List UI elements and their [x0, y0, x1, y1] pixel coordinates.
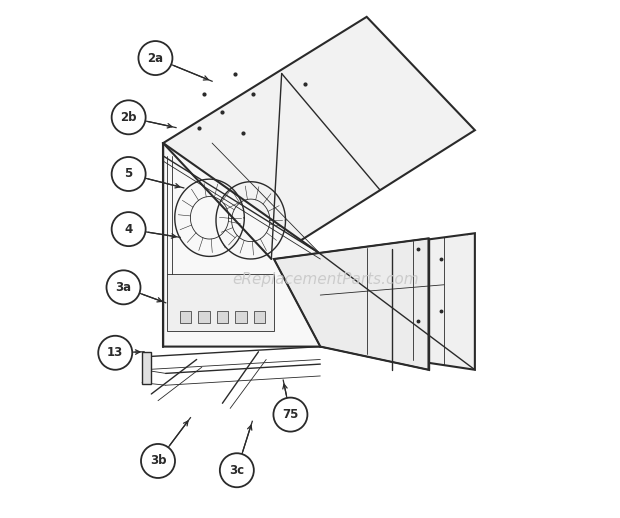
- Text: 2a: 2a: [148, 52, 164, 65]
- Text: 3c: 3c: [229, 464, 244, 477]
- Polygon shape: [254, 310, 265, 323]
- Polygon shape: [236, 310, 247, 323]
- Circle shape: [141, 444, 175, 478]
- Text: 3b: 3b: [150, 454, 166, 467]
- Circle shape: [98, 336, 132, 370]
- Circle shape: [107, 270, 141, 305]
- Polygon shape: [141, 352, 151, 384]
- Polygon shape: [180, 310, 191, 323]
- Circle shape: [138, 41, 172, 75]
- Text: 2b: 2b: [120, 111, 137, 124]
- Polygon shape: [163, 143, 321, 347]
- Polygon shape: [321, 233, 475, 370]
- Text: 5: 5: [125, 167, 133, 180]
- Text: 4: 4: [125, 223, 133, 236]
- Polygon shape: [274, 238, 428, 370]
- Text: 13: 13: [107, 346, 123, 359]
- Text: eReplacementParts.com: eReplacementParts.com: [232, 272, 418, 287]
- Polygon shape: [163, 17, 475, 259]
- Polygon shape: [167, 275, 274, 331]
- Circle shape: [112, 157, 146, 191]
- Text: 3a: 3a: [115, 281, 131, 294]
- Polygon shape: [198, 310, 210, 323]
- Polygon shape: [217, 310, 228, 323]
- Text: 75: 75: [282, 408, 299, 421]
- Circle shape: [220, 453, 254, 487]
- Circle shape: [112, 100, 146, 134]
- Circle shape: [112, 212, 146, 246]
- Circle shape: [273, 398, 308, 431]
